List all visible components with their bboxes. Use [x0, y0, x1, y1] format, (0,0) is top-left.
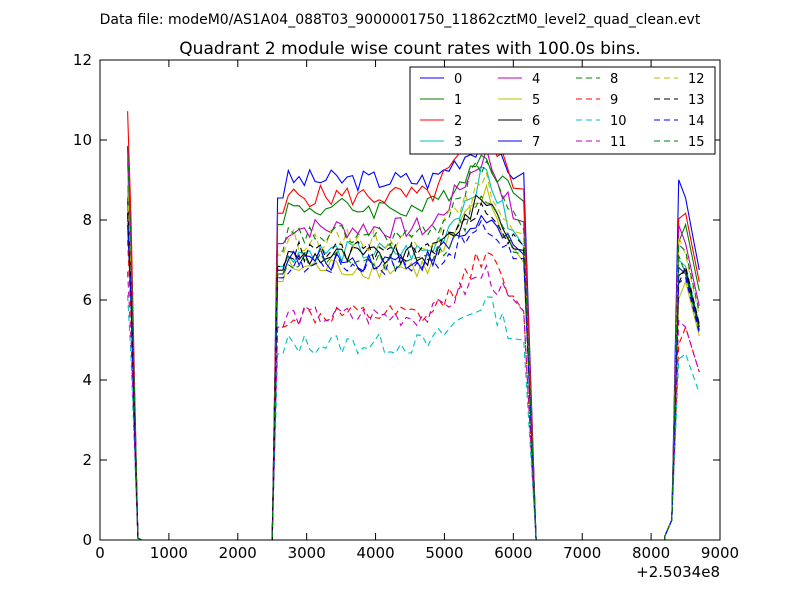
series-line-10: [127, 295, 700, 541]
series-line-15: [127, 145, 700, 541]
x-tick-label: 4000: [356, 544, 394, 562]
legend-box: [409, 66, 716, 155]
series-line-6: [127, 194, 700, 541]
series-line-1: [127, 154, 700, 541]
legend-label-11: 11: [610, 135, 627, 150]
series-line-13: [127, 201, 700, 541]
y-tick-label: 8: [82, 211, 92, 229]
x-tick-label: 1000: [150, 544, 188, 562]
series-line-8: [127, 185, 700, 541]
figure-suptitle: Data file: modeM0/AS1A04_088T03_90000017…: [100, 12, 701, 28]
series-line-4: [127, 146, 700, 541]
legend-label-9: 9: [610, 93, 618, 108]
y-tick-label: 0: [82, 531, 92, 549]
legend-label-4: 4: [532, 72, 540, 87]
y-tick-label: 6: [82, 291, 92, 309]
legend-label-15: 15: [688, 135, 705, 150]
legend-label-7: 7: [532, 135, 540, 150]
series-line-12: [127, 171, 700, 541]
legend-label-0: 0: [454, 72, 462, 87]
series-layer: [127, 111, 700, 541]
legend-label-6: 6: [532, 114, 540, 129]
x-offset-label: +2.5034e8: [636, 563, 720, 581]
legend-label-2: 2: [454, 114, 462, 129]
y-tick-label: 10: [73, 131, 92, 149]
legend-label-14: 14: [688, 114, 705, 129]
y-tick-label: 12: [73, 51, 92, 69]
y-tick-label: 4: [82, 371, 92, 389]
x-tick-label: 9000: [701, 544, 739, 562]
x-tick-label: 0: [95, 544, 105, 562]
series-line-2: [127, 111, 700, 541]
legend-label-3: 3: [454, 135, 462, 150]
x-tick-label: 5000: [425, 544, 463, 562]
y-tick-label: 2: [82, 451, 92, 469]
series-line-3: [127, 158, 700, 541]
series-line-11: [127, 263, 700, 541]
ticks-layer: 0 1000 2000 3000 4000 5000 6000 7000 8000 9000 0 2 4…: [73, 51, 739, 562]
chart-title: Quadrant 2 module wise count rates with …: [179, 39, 640, 59]
x-tick-label: 2000: [219, 544, 257, 562]
legend-label-13: 13: [688, 93, 705, 108]
x-tick-label: 3000: [288, 544, 326, 562]
x-tick-label: 8000: [632, 544, 670, 562]
legend-label-12: 12: [688, 72, 705, 87]
legend-label-8: 8: [610, 72, 618, 87]
x-tick-label: 7000: [563, 544, 601, 562]
x-tick-label: 6000: [494, 544, 532, 562]
legend-label-10: 10: [610, 114, 627, 129]
legend-label-1: 1: [454, 93, 462, 108]
series-line-14: [127, 216, 700, 541]
legend-label-5: 5: [532, 93, 540, 108]
